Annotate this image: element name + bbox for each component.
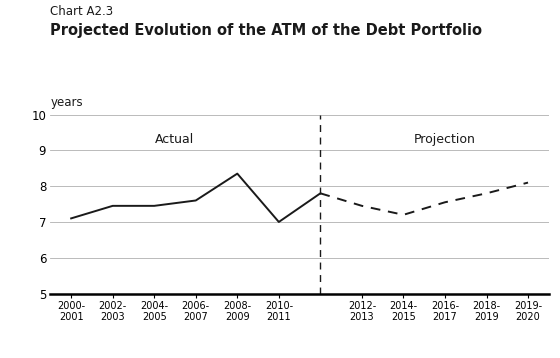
Text: Actual: Actual	[155, 133, 195, 146]
Text: Projection: Projection	[414, 133, 476, 146]
Text: Projected Evolution of the ATM of the Debt Portfolio: Projected Evolution of the ATM of the De…	[50, 23, 482, 38]
Text: Chart A2.3: Chart A2.3	[50, 5, 114, 18]
Text: years: years	[50, 96, 83, 109]
